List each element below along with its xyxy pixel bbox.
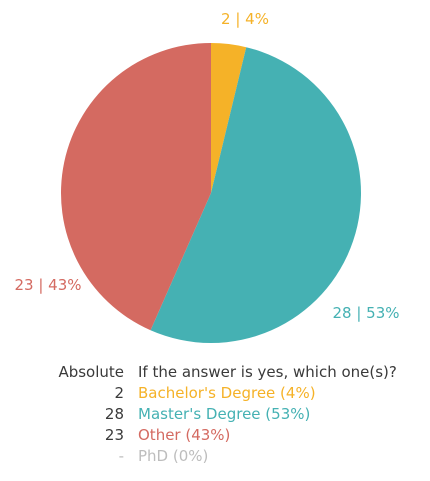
legend-count: -: [118, 447, 124, 465]
pie-slice-master-s-degree: [150, 47, 361, 343]
pie-chart: 2 | 4% 28 | 53% 23 | 43%: [14, 10, 400, 343]
slice-label: 23 | 43%: [14, 276, 81, 294]
legend-header: Absolute If the answer is yes, which one…: [0, 362, 430, 383]
legend-row-bachelors: 2 Bachelor's Degree (4%): [0, 383, 430, 404]
legend-row-other: 23 Other (43%): [0, 425, 430, 446]
legend-label: Master's Degree (53%): [138, 405, 311, 423]
legend-row-phd: - PhD (0%): [0, 446, 430, 467]
legend: Absolute If the answer is yes, which one…: [0, 362, 430, 467]
slice-label: 28 | 53%: [332, 304, 399, 322]
legend-absolute-header: Absolute: [58, 363, 124, 381]
legend-row-masters: 28 Master's Degree (53%): [0, 404, 430, 425]
legend-label: PhD (0%): [138, 447, 209, 465]
pie-slice-other: [60, 43, 211, 331]
pie-slice-bachelor-s-degree: [211, 43, 247, 193]
legend-question: If the answer is yes, which one(s)?: [138, 363, 397, 381]
legend-count: 23: [104, 426, 124, 444]
legend-label: Other (43%): [138, 426, 231, 444]
slice-label: 2 | 4%: [221, 10, 269, 28]
legend-count: 2: [114, 384, 124, 402]
legend-label: Bachelor's Degree (4%): [138, 384, 316, 402]
legend-count: 28: [104, 405, 124, 423]
